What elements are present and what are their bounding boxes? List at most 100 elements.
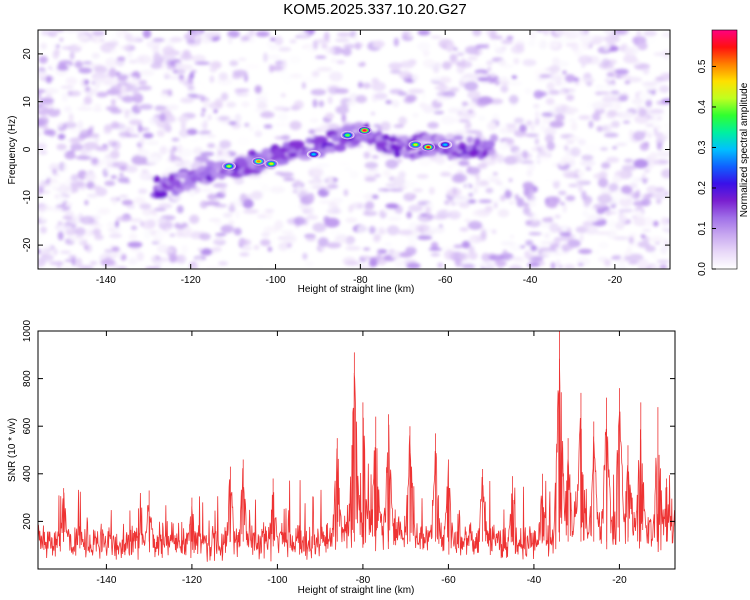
- spectrogram-y-tick-label: -20: [22, 237, 33, 252]
- spectrogram-ridge-cell: [466, 136, 474, 144]
- spectrogram-hotspot: [311, 153, 316, 156]
- spectrogram-cell: [226, 101, 237, 108]
- spectrogram-cell: [579, 42, 595, 46]
- spectrogram-cell: [317, 237, 329, 248]
- spectrogram-cell: [336, 60, 346, 64]
- spectrogram-cell: [444, 250, 454, 260]
- spectrogram-cell: [653, 160, 660, 165]
- spectrogram-cell: [92, 185, 102, 191]
- spectrogram-cell: [548, 39, 560, 49]
- spectrogram-cell: [401, 180, 417, 188]
- spectrogram-y-ticks: -20 -10 0 10 20: [22, 48, 670, 252]
- spectrogram-cell: [583, 200, 591, 208]
- spectrogram-cell: [374, 174, 381, 178]
- spectrogram-cell: [76, 41, 88, 48]
- spectrogram-cell: [88, 127, 94, 134]
- spectrogram-cell: [560, 90, 566, 95]
- spectrogram-cell: [430, 35, 442, 39]
- spectrogram-cell: [228, 204, 236, 213]
- spectrogram-cell: [116, 215, 133, 222]
- spectrogram-cell: [650, 251, 658, 257]
- spectrogram-cell: [633, 130, 646, 141]
- spectrogram-cell: [605, 124, 613, 134]
- spectrogram-cell: [138, 79, 148, 86]
- spectrogram-cell: [183, 32, 197, 41]
- spectrogram-cell: [601, 103, 615, 108]
- spectrogram-cell: [59, 264, 73, 269]
- spectrogram-cell: [267, 246, 273, 252]
- spectrogram-cell: [83, 49, 94, 56]
- spectrogram-cell: [562, 170, 576, 179]
- snr-x-axis-label: Height of straight line (km): [298, 585, 415, 596]
- spectrogram-cell: [582, 221, 595, 227]
- spectrogram-cell: [229, 60, 239, 67]
- spectrogram-cell: [655, 124, 661, 131]
- spectrogram-cell: [40, 253, 54, 262]
- spectrogram-cell: [504, 190, 513, 200]
- spectrogram-cell: [289, 39, 297, 44]
- spectrogram-cell: [559, 231, 572, 237]
- spectrogram-cell: [39, 97, 55, 104]
- spectrogram-cell: [594, 84, 605, 89]
- spectrogram-cell: [310, 110, 317, 120]
- snr-y-tick-label: 600: [22, 417, 33, 434]
- spectrogram-cell: [210, 61, 222, 69]
- spectrogram-cell: [478, 199, 493, 204]
- spectrogram-cell: [467, 237, 477, 244]
- spectrogram-cell: [274, 122, 290, 127]
- spectrogram-cell: [556, 259, 561, 269]
- spectrogram-cell: [40, 217, 47, 222]
- spectrogram-cell: [302, 252, 308, 260]
- spectrogram-cell: [446, 133, 455, 137]
- spectrogram-cell: [110, 121, 120, 129]
- spectrogram-cell: [618, 214, 628, 224]
- spectrogram-cell: [311, 70, 320, 78]
- spectrogram-x-tick-label: -100: [266, 275, 286, 286]
- spectrogram-cell: [124, 33, 132, 40]
- spectrogram-cell: [620, 185, 633, 195]
- spectrogram-cell: [570, 30, 576, 37]
- spectrogram-cell: [180, 97, 195, 104]
- spectrogram-cell: [448, 201, 453, 211]
- spectrogram-cell: [577, 138, 586, 146]
- spectrogram-cell: [492, 113, 500, 122]
- spectrogram-ridge-cell: [179, 172, 188, 180]
- spectrogram-cell: [108, 67, 117, 78]
- spectrogram-ridge-cell: [459, 154, 473, 160]
- spectrogram-cell: [533, 90, 544, 99]
- spectrogram-cell: [49, 182, 61, 188]
- spectrogram-cell: [467, 165, 472, 173]
- spectrogram-cell: [52, 49, 60, 60]
- spectrogram-cell: [326, 184, 339, 189]
- spectrogram-cell: [358, 264, 373, 269]
- spectrogram-cell: [489, 73, 496, 78]
- spectrogram-cell: [599, 113, 606, 120]
- spectrogram-cell: [64, 105, 72, 113]
- spectrogram-cell: [329, 230, 342, 235]
- spectrogram-cell: [582, 77, 595, 83]
- spectrogram-cell: [665, 129, 670, 137]
- spectrogram-cell: [94, 234, 104, 241]
- spectrogram-cell: [255, 96, 268, 104]
- spectrogram-cell: [642, 67, 650, 75]
- spectrogram-cell: [92, 77, 108, 83]
- spectrogram-cell: [642, 228, 651, 233]
- spectrogram-cell: [524, 87, 532, 95]
- colorbar-tick-label: 0.3: [697, 140, 708, 154]
- snr-y-tick-label: 1000: [22, 319, 33, 342]
- spectrogram-hotspot: [227, 165, 231, 168]
- spectrogram-ridge-cell: [183, 184, 192, 191]
- spectrogram-cell: [345, 246, 361, 251]
- spectrogram-cell: [471, 177, 477, 183]
- spectrogram-cell: [222, 212, 233, 218]
- spectrogram-cell: [585, 166, 592, 171]
- spectrogram-cell: [645, 99, 653, 108]
- spectrogram-cell: [652, 220, 659, 227]
- spectrogram-cell: [447, 107, 461, 114]
- spectrogram-cell: [39, 137, 47, 144]
- spectrogram-cell: [497, 209, 510, 218]
- spectrogram-cell: [606, 156, 620, 163]
- spectrogram-cell: [526, 170, 533, 177]
- spectrogram-cell: [398, 70, 412, 80]
- spectrogram-cell: [398, 116, 407, 126]
